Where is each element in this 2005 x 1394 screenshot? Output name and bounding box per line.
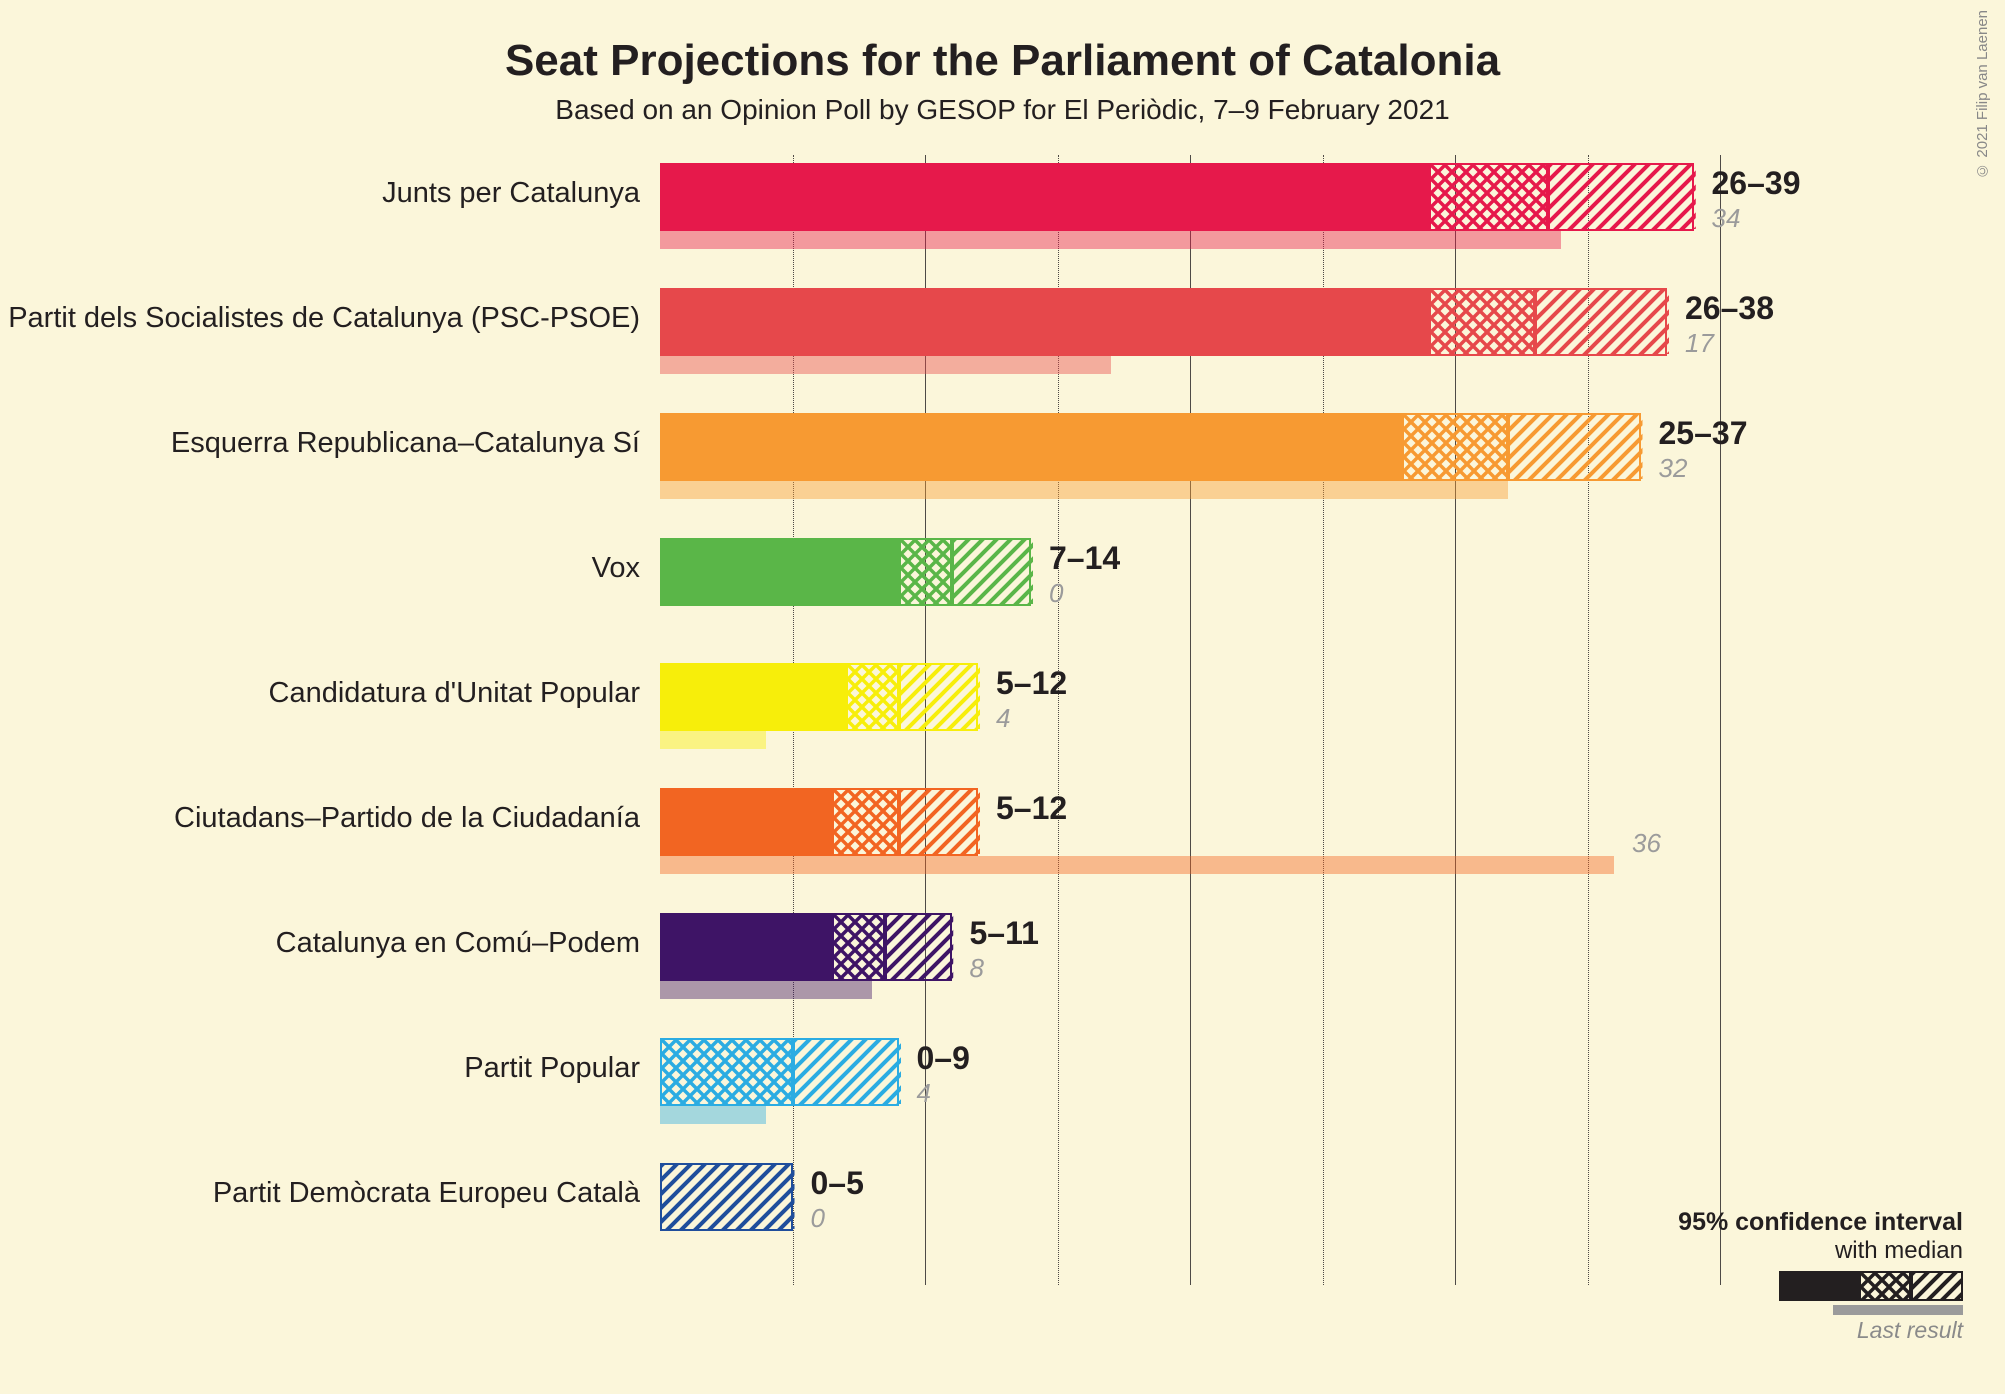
value-last: 0 <box>1049 578 1063 609</box>
bar-diagonal <box>899 788 979 856</box>
bar-diagonal <box>660 1163 793 1231</box>
legend-title: 95% confidence interval <box>1678 1208 1963 1237</box>
bar-last-result <box>660 856 1614 874</box>
bar-last-result <box>660 731 766 749</box>
party-row: Partit dels Socialistes de Catalunya (PS… <box>660 280 1720 405</box>
bar-diagonal <box>793 1038 899 1106</box>
bar-crosshatch <box>1429 288 1535 356</box>
party-label: Ciutadans–Partido de la Ciudadanía <box>174 802 640 835</box>
bar-last-result <box>660 356 1111 374</box>
legend-last-label: Last result <box>1678 1317 1963 1344</box>
value-range: 5–11 <box>970 915 1039 952</box>
copyright-text: © 2021 Filip van Laenen <box>1974 10 1991 179</box>
bar-diagonal <box>899 663 979 731</box>
bar-solid <box>660 163 1429 231</box>
value-range: 26–39 <box>1712 165 1801 202</box>
party-label: Partit dels Socialistes de Catalunya (PS… <box>8 302 640 335</box>
bar-diagonal <box>885 913 951 981</box>
legend-subtitle: with median <box>1678 1237 1963 1265</box>
bar-solid <box>660 288 1429 356</box>
bar-solid <box>660 663 846 731</box>
party-label: Partit Demòcrata Europeu Català <box>213 1177 640 1210</box>
bar-solid <box>660 413 1402 481</box>
value-range: 5–12 <box>996 665 1067 702</box>
value-range: 26–38 <box>1685 290 1774 327</box>
party-row: Partit Demòcrata Europeu Català0–50 <box>660 1155 1720 1280</box>
bar-crosshatch <box>1429 163 1548 231</box>
value-last: 34 <box>1712 203 1741 234</box>
legend-swatch <box>1779 1271 1963 1315</box>
value-range: 25–37 <box>1659 415 1748 452</box>
bar-last-result <box>660 231 1561 249</box>
bar-diagonal <box>952 538 1032 606</box>
bar-crosshatch <box>899 538 952 606</box>
party-label: Junts per Catalunya <box>382 177 640 210</box>
bar-crosshatch <box>660 1038 793 1106</box>
party-row: Catalunya en Comú–Podem5–118 <box>660 905 1720 1030</box>
bar-crosshatch <box>832 788 898 856</box>
party-label: Catalunya en Comú–Podem <box>276 927 640 960</box>
value-range: 7–14 <box>1049 540 1120 577</box>
chart-plot-area: Junts per Catalunya26–3934Partit dels So… <box>660 155 1720 1325</box>
party-row: Ciutadans–Partido de la Ciudadanía5–1236 <box>660 780 1720 905</box>
bar-last-result <box>660 981 872 999</box>
value-last: 32 <box>1659 453 1688 484</box>
party-label: Partit Popular <box>464 1052 640 1085</box>
party-row: Esquerra Republicana–Catalunya Sí25–3732 <box>660 405 1720 530</box>
bar-diagonal <box>1535 288 1668 356</box>
chart-subtitle: Based on an Opinion Poll by GESOP for El… <box>0 86 2005 144</box>
value-last: 8 <box>970 953 984 984</box>
party-row: Junts per Catalunya26–3934 <box>660 155 1720 280</box>
value-last: 36 <box>1632 828 1661 859</box>
legend: 95% confidence interval with median Last… <box>1678 1208 1963 1344</box>
bar-solid <box>660 538 899 606</box>
party-label: Esquerra Republicana–Catalunya Sí <box>171 427 640 460</box>
party-label: Vox <box>592 552 640 585</box>
value-last: 4 <box>917 1078 931 1109</box>
bar-solid <box>660 788 832 856</box>
value-range: 5–12 <box>996 790 1067 827</box>
bar-last-result <box>660 481 1508 499</box>
value-last: 4 <box>996 703 1010 734</box>
party-row: Vox7–140 <box>660 530 1720 655</box>
value-range: 0–9 <box>917 1040 970 1077</box>
bar-crosshatch <box>1402 413 1508 481</box>
bar-crosshatch <box>846 663 899 731</box>
bar-diagonal <box>1508 413 1641 481</box>
bar-last-result <box>660 1106 766 1124</box>
bar-diagonal <box>1548 163 1694 231</box>
value-last: 17 <box>1685 328 1714 359</box>
party-row: Candidatura d'Unitat Popular5–124 <box>660 655 1720 780</box>
party-label: Candidatura d'Unitat Popular <box>269 677 641 710</box>
party-row: Partit Popular0–94 <box>660 1030 1720 1155</box>
value-last: 0 <box>811 1203 825 1234</box>
bar-solid <box>660 913 832 981</box>
chart-title: Seat Projections for the Parliament of C… <box>0 0 2005 86</box>
bar-crosshatch <box>832 913 885 981</box>
value-range: 0–5 <box>811 1165 864 1202</box>
